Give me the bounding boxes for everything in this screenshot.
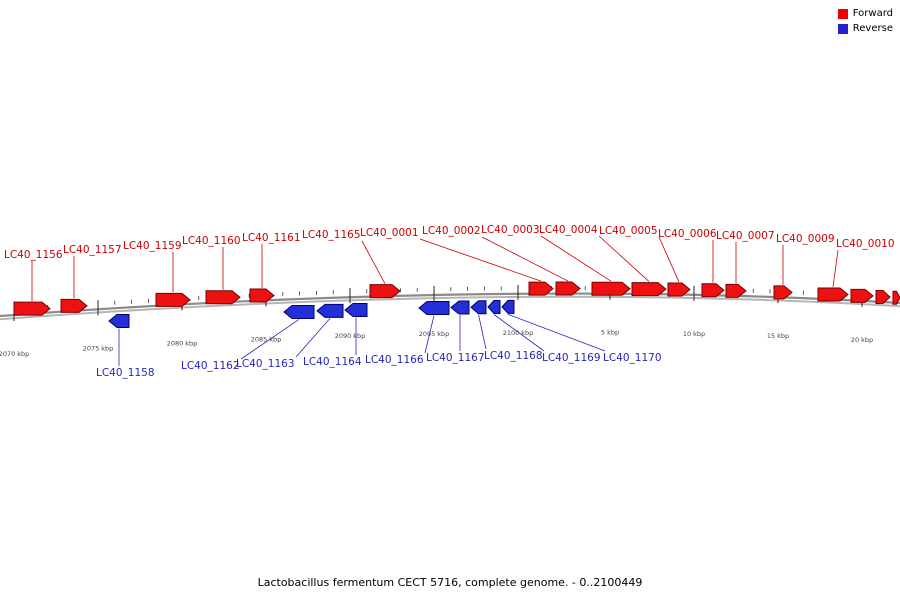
gene-LC40_0001 <box>528 281 554 296</box>
gene-unlabeled <box>875 290 891 305</box>
gene-LC40_1160 <box>205 290 241 305</box>
gene-LC40_1161 <box>249 288 275 303</box>
forward-strand-swatch <box>837 9 848 19</box>
gene-label: LC40_1169 <box>542 352 601 364</box>
gene-LC40_0007 <box>725 283 747 298</box>
gene-LC40_0003 <box>591 281 631 296</box>
genome-axis-line-shadow <box>0 295 900 321</box>
gene-leader-line <box>295 318 331 358</box>
axis-tick-label: 15 kbp <box>767 332 789 340</box>
axis-tick-label: 2100 kbp <box>503 329 534 337</box>
reverse-strand-swatch <box>837 24 848 34</box>
gene-LC40_0006 <box>701 283 725 298</box>
gene-LC40_0002 <box>555 281 581 296</box>
gene-label: LC40_1158 <box>96 367 155 379</box>
gene-LC40_1168 <box>470 300 487 315</box>
gene-leader-line <box>419 238 542 282</box>
gene-leader-line <box>493 314 545 352</box>
gene-LC40_1156 <box>13 301 51 316</box>
axis-tick-label: 2075 kbp <box>83 344 114 352</box>
gene-label: LC40_1164 <box>303 356 362 368</box>
gene-label: LC40_1163 <box>236 358 295 370</box>
gene-LC40_1166 <box>418 300 450 315</box>
gene-LC40_0005 <box>667 282 691 297</box>
legend-item-forward: Forward <box>837 8 893 19</box>
axis-tick-label: 20 kbp <box>851 336 873 344</box>
gene-LC40_1164 <box>344 302 368 317</box>
gene-label: LC40_0007 <box>716 230 775 242</box>
axis-tick-label: 10 kbp <box>683 330 705 338</box>
figure-caption: Lactobacillus fermentum CECT 5716, compl… <box>257 576 643 589</box>
gene-LC40_1162 <box>283 304 315 319</box>
gene-label: LC40_0001 <box>360 227 419 239</box>
legend-item-reverse: Reverse <box>837 23 893 34</box>
axis-tick-label: 5 kbp <box>601 329 619 337</box>
legend-label-reverse: Reverse <box>852 23 893 34</box>
gene-LC40_0009 <box>773 285 793 300</box>
gene-label: LC40_1160 <box>182 235 241 247</box>
gene-label: LC40_0002 <box>422 225 481 237</box>
gene-label: LC40_1161 <box>242 232 301 244</box>
axis-tick-label: 2070 kbp <box>0 350 29 358</box>
gene-label: LC40_1165 <box>302 229 361 241</box>
gene-LC40_1159 <box>155 292 191 307</box>
gene-leader-line <box>598 235 650 282</box>
gene-LC40_1170 <box>501 299 515 314</box>
gene-leader-line <box>507 313 606 352</box>
gene-label: LC40_1157 <box>63 244 122 256</box>
gene-leader-line <box>832 249 839 287</box>
gene-label: LC40_0005 <box>599 225 658 237</box>
axis-tick-label: 2090 kbp <box>335 332 366 340</box>
gene-leader-line <box>361 240 386 284</box>
legend-label-forward: Forward <box>852 8 893 19</box>
gene-label: LC40_1159 <box>123 240 182 252</box>
gene-LC40_0010 <box>817 287 849 302</box>
gene-LC40_1169 <box>487 300 501 315</box>
gene-leader-line <box>240 319 300 360</box>
gene-leader-line <box>540 235 612 282</box>
gene-label: LC40_1170 <box>603 352 662 364</box>
gene-label: LC40_0004 <box>539 224 598 236</box>
gene-label: LC40_0009 <box>776 233 835 245</box>
gene-label: LC40_1156 <box>4 249 63 261</box>
gene-LC40_1167 <box>450 300 470 315</box>
gene-leader-line <box>424 315 435 354</box>
gene-leader-line <box>481 236 569 282</box>
gene-leader-line <box>658 236 680 283</box>
gene-unlabeled <box>892 290 900 305</box>
gene-LC40_1163 <box>316 303 344 318</box>
gene-LC40_1165 <box>369 284 401 299</box>
gene-LC40_1157 <box>60 298 88 313</box>
gene-label: LC40_1166 <box>365 354 424 366</box>
gene-label: LC40_0006 <box>658 228 717 240</box>
axis-tick-label: 2080 kbp <box>167 339 198 347</box>
gene-LC40_1158 <box>108 313 130 328</box>
gene-label: LC40_1162 <box>181 360 240 372</box>
axis-tick-label: 2085 kbp <box>251 335 282 343</box>
gene-LC40_0004 <box>631 282 667 297</box>
gene-label: LC40_1167 <box>426 352 485 364</box>
gene-label: LC40_0003 <box>481 224 540 236</box>
gene-label: LC40_0010 <box>836 238 895 250</box>
axis-tick-label: 2095 kbp <box>419 330 450 338</box>
gene-leader-line <box>478 314 487 350</box>
gene-unlabeled <box>850 288 874 303</box>
gene-label: LC40_1168 <box>484 350 543 362</box>
strand-legend: Forward Reverse <box>837 8 893 34</box>
